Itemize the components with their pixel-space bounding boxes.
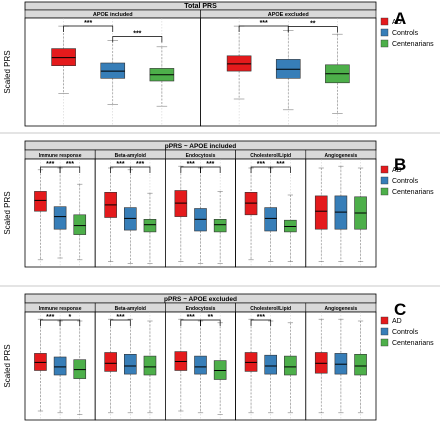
legend-label: Controls	[392, 178, 419, 185]
legend-label: Centenarians	[392, 340, 434, 347]
significance-bracket	[200, 166, 221, 173]
significance-label: ***	[276, 161, 284, 168]
legend-swatch-centenarians	[380, 338, 389, 347]
legend-swatch-centenarians	[380, 187, 389, 196]
significance-label: *	[69, 314, 72, 321]
significance-label: ***	[46, 161, 54, 168]
significance-bracket	[200, 319, 221, 326]
box-centenarians	[284, 355, 297, 376]
facet-label: Angiogenesis	[325, 153, 358, 159]
box-controls	[194, 355, 207, 375]
significance-bracket	[129, 166, 151, 173]
significance-label: ***	[46, 314, 54, 321]
significance-label: ***	[116, 161, 124, 168]
significance-label: ***	[206, 161, 214, 168]
significance-bracket	[59, 166, 81, 173]
legend-swatch-controls	[380, 28, 389, 37]
significance-bracket	[110, 319, 131, 326]
panel-letter: C	[394, 300, 406, 319]
box-controls	[264, 354, 278, 375]
box-ad	[34, 191, 47, 212]
panel-title: Total PRS	[184, 3, 217, 10]
facet-label: Endocytosis	[186, 153, 216, 159]
legend-swatch-controls	[380, 176, 389, 185]
legend-label: Centenarians	[392, 41, 434, 48]
box-centenarians	[143, 219, 157, 233]
significance-bracket	[63, 25, 114, 32]
panel-title: pPRS ~ APOE excluded	[164, 296, 237, 303]
legend-swatch-ad	[380, 17, 389, 26]
legend-swatch-ad	[380, 165, 389, 174]
y-axis-label: Scaled PRS	[3, 191, 12, 234]
significance-bracket	[270, 166, 291, 173]
box-centenarians	[73, 214, 87, 235]
significance-bracket	[250, 319, 272, 326]
panel-title: pPRS ~ APOE included	[165, 143, 236, 150]
facet-label: Beta-amyloid	[115, 306, 146, 312]
panel-letter: A	[394, 9, 406, 28]
box-ad	[104, 352, 117, 372]
facet-label: APOE excluded	[268, 12, 309, 18]
facet-label: APOE included	[93, 12, 133, 18]
facet-label: Cholesterol/Lipid	[250, 306, 291, 312]
y-axis-label: Scaled PRS	[3, 50, 12, 93]
box-controls	[53, 206, 67, 230]
legend-swatch-controls	[380, 327, 389, 336]
legend-label: Controls	[392, 329, 419, 336]
box-controls	[124, 353, 137, 375]
box-centenarians	[213, 219, 227, 233]
legend-label: AD	[392, 167, 402, 174]
significance-label: ***	[133, 31, 141, 38]
facet-label: Immune response	[39, 306, 82, 312]
legend-label: AD	[392, 19, 402, 26]
facet-label: Cholesterol/Lipid	[250, 153, 291, 159]
facet-label: Immune response	[39, 153, 82, 159]
box-centenarians	[143, 355, 157, 376]
significance-label: ***	[136, 161, 144, 168]
significance-label: **	[310, 21, 316, 28]
legend-swatch-ad	[380, 316, 389, 325]
significance-label: ***	[84, 20, 92, 27]
significance-label: **	[208, 314, 214, 321]
panel-letter: B	[394, 155, 406, 174]
box-controls	[53, 356, 67, 376]
box-centenarians	[354, 353, 367, 376]
legend-swatch-centenarians	[380, 39, 389, 48]
significance-label: ***	[257, 314, 265, 321]
significance-label: ***	[260, 20, 268, 27]
box-ad	[314, 195, 328, 230]
legend-label: Centenarians	[392, 189, 434, 196]
box-controls	[264, 207, 278, 232]
significance-label: ***	[187, 314, 195, 321]
facet-label: Beta-amyloid	[115, 153, 146, 159]
facet-label: Endocytosis	[186, 306, 216, 312]
significance-label: ***	[66, 161, 74, 168]
facet-label: Angiogenesis	[325, 306, 358, 312]
legend-label: Controls	[392, 30, 419, 37]
y-axis-label: Scaled PRS	[3, 344, 12, 387]
significance-bracket	[287, 26, 338, 33]
significance-label: ***	[187, 161, 195, 168]
legend-label: AD	[392, 318, 402, 325]
significance-label: ***	[257, 161, 265, 168]
significance-bracket	[59, 319, 81, 326]
significance-bracket	[112, 36, 163, 43]
significance-label: ***	[116, 314, 124, 321]
